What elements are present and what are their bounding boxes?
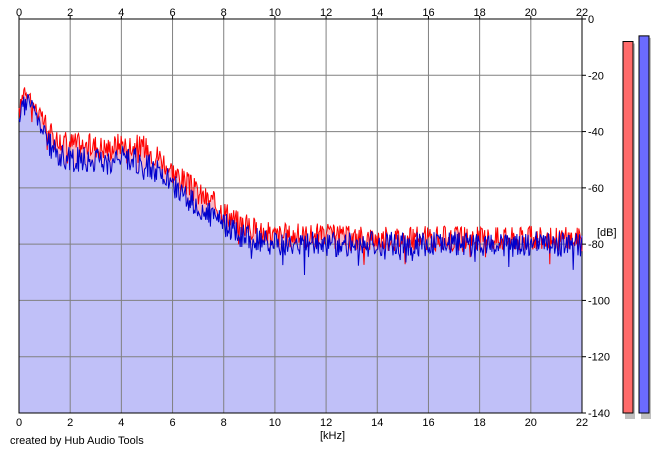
y-tick: 0 bbox=[588, 14, 594, 26]
x-tick-top: 22 bbox=[576, 7, 588, 19]
x-tick-bottom: 8 bbox=[221, 417, 227, 429]
x-tick-top: 2 bbox=[67, 7, 73, 19]
level-meter-0 bbox=[622, 41, 634, 414]
x-tick-bottom: 20 bbox=[525, 417, 537, 429]
x-tick-bottom: 6 bbox=[169, 417, 175, 429]
x-tick-top: 14 bbox=[371, 7, 383, 19]
x-tick-top: 18 bbox=[474, 7, 486, 19]
y-tick: -60 bbox=[588, 183, 604, 195]
y-tick: -80 bbox=[588, 239, 604, 251]
y-tick: -20 bbox=[588, 70, 604, 82]
x-tick-bottom: 2 bbox=[67, 417, 73, 429]
y-axis-label: [dB] bbox=[597, 227, 617, 239]
x-tick-top: 4 bbox=[118, 7, 124, 19]
y-tick: -120 bbox=[588, 352, 610, 364]
level-meter-1 bbox=[638, 35, 650, 414]
plot-frame bbox=[18, 18, 583, 414]
x-tick-top: 6 bbox=[169, 7, 175, 19]
x-tick-bottom: 10 bbox=[269, 417, 281, 429]
x-tick-top: 8 bbox=[221, 7, 227, 19]
x-tick-bottom: 22 bbox=[576, 417, 588, 429]
credit-text: created by Hub Audio Tools bbox=[10, 435, 144, 447]
y-tick: -140 bbox=[588, 408, 610, 420]
series-fill-1 bbox=[19, 94, 582, 413]
x-tick-top: 0 bbox=[16, 7, 22, 19]
x-tick-top: 16 bbox=[422, 7, 434, 19]
axis-ticks: 002244668810101212141416161818202022220-… bbox=[16, 7, 610, 429]
x-tick-bottom: 0 bbox=[16, 417, 22, 429]
x-tick-bottom: 14 bbox=[371, 417, 383, 429]
series-line-1 bbox=[18, 93, 583, 276]
x-tick-bottom: 4 bbox=[118, 417, 124, 429]
x-tick-bottom: 16 bbox=[422, 417, 434, 429]
chart-grid bbox=[18, 18, 583, 414]
x-tick-top: 10 bbox=[269, 7, 281, 19]
spectrum-lines bbox=[18, 87, 583, 276]
spectrum-fills bbox=[19, 87, 582, 414]
x-axis-label: [kHz] bbox=[320, 430, 346, 442]
x-tick-bottom: 12 bbox=[320, 417, 332, 429]
level-meters bbox=[622, 35, 651, 420]
y-tick: -40 bbox=[588, 127, 604, 139]
x-tick-bottom: 18 bbox=[474, 417, 486, 429]
x-tick-top: 20 bbox=[525, 7, 537, 19]
x-tick-top: 12 bbox=[320, 7, 332, 19]
y-tick: -100 bbox=[588, 295, 610, 307]
